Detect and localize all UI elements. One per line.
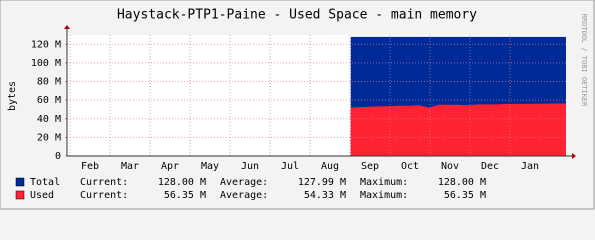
legend-swatch bbox=[15, 190, 25, 200]
y-tick-label: 80 M bbox=[37, 77, 61, 88]
stat-name: Average: bbox=[220, 177, 268, 188]
y-tick-label: 120 M bbox=[31, 39, 61, 50]
stat-name: Current: bbox=[80, 177, 128, 188]
y-tick-label: 20 M bbox=[37, 132, 61, 143]
stat-value: 54.33 M bbox=[304, 190, 346, 201]
x-tick-label: May bbox=[201, 161, 219, 172]
area bbox=[350, 103, 566, 156]
legend-label: Total bbox=[30, 177, 60, 188]
x-tick-label: Feb bbox=[81, 161, 99, 172]
legend-label: Used bbox=[30, 190, 54, 201]
y-tick-label: 0 bbox=[55, 151, 61, 162]
stat-name: Maximum: bbox=[360, 177, 408, 188]
watermark: RRDTOOL / TOBI OETIKER bbox=[580, 14, 588, 108]
x-tick-label: Aug bbox=[321, 161, 339, 172]
stat-value: 56.35 M bbox=[444, 190, 486, 201]
chart: Haystack-PTP1-Paine - Used Space - main … bbox=[0, 0, 595, 210]
stat-value: 56.35 M bbox=[164, 190, 206, 201]
arrow bbox=[64, 25, 70, 29]
y-tick-label: 40 M bbox=[37, 114, 61, 125]
chart-title: Haystack-PTP1-Paine - Used Space - main … bbox=[117, 8, 477, 23]
y-tick-label: 100 M bbox=[31, 58, 61, 69]
stat-value: 128.00 M bbox=[438, 177, 486, 188]
stat-name: Current: bbox=[80, 190, 128, 201]
x-tick-label: Mar bbox=[121, 161, 139, 172]
stat-value: 128.00 M bbox=[158, 177, 206, 188]
stat-name: Maximum: bbox=[360, 190, 408, 201]
x-tick-label: Oct bbox=[401, 161, 419, 172]
x-tick-label: Sep bbox=[361, 161, 379, 172]
x-tick-label: Dec bbox=[481, 161, 499, 172]
stat-name: Average: bbox=[220, 190, 268, 201]
arrow bbox=[572, 153, 576, 159]
x-tick-label: Apr bbox=[161, 161, 179, 172]
legend-swatch bbox=[15, 177, 25, 187]
x-tick-label: Jan bbox=[521, 161, 539, 172]
y-tick-label: 60 M bbox=[37, 95, 61, 106]
x-tick-label: Jul bbox=[281, 161, 299, 172]
x-tick-label: Jun bbox=[241, 161, 259, 172]
y-axis-label: bytes bbox=[7, 81, 18, 111]
x-tick-label: Nov bbox=[441, 161, 459, 172]
stat-value: 127.99 M bbox=[298, 177, 346, 188]
